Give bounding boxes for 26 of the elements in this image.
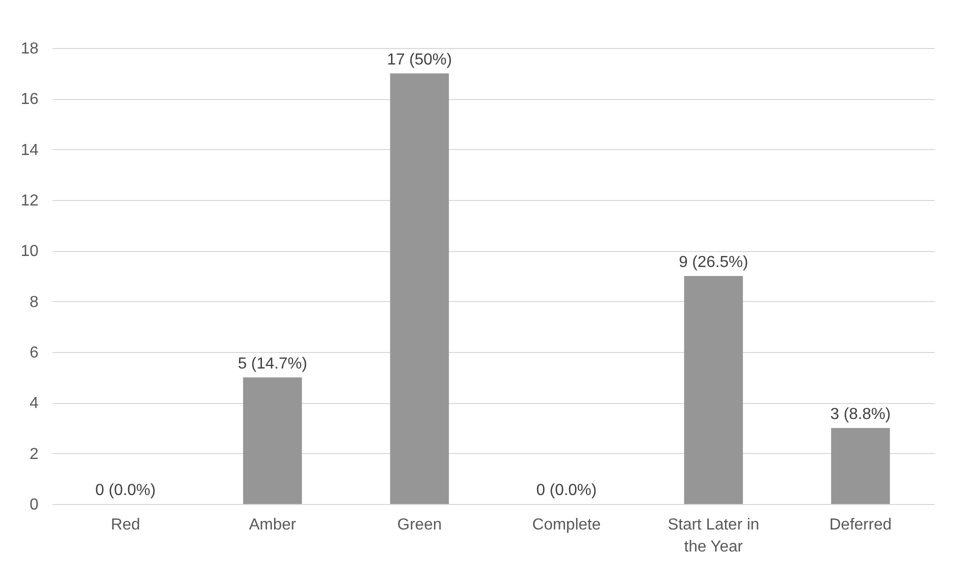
y-tick-label: 4	[30, 395, 39, 412]
bar	[390, 73, 449, 504]
y-tick-label: 18	[20, 40, 39, 58]
bar	[684, 276, 743, 504]
data-label: 0 (0.0%)	[95, 482, 156, 499]
y-tick-label: 10	[20, 243, 39, 260]
x-tick-label: Start Later in the Year	[668, 516, 760, 556]
bar	[243, 377, 302, 504]
data-label: 17 (50%)	[387, 51, 452, 68]
y-tick-label: 6	[30, 344, 39, 362]
y-tick-label: 8	[30, 294, 39, 311]
y-tick-label: 14	[20, 142, 39, 159]
data-label: 9 (26.5%)	[678, 254, 748, 271]
y-tick-label: 16	[20, 91, 39, 108]
x-tick-label: Red	[110, 516, 140, 534]
data-label: 0 (0.0%)	[536, 482, 597, 499]
bar	[831, 428, 890, 504]
x-tick-label: Amber	[248, 516, 297, 534]
y-tick-label: 12	[20, 192, 39, 210]
y-tick-label: 0	[30, 496, 39, 514]
x-tick-label: Deferred	[829, 516, 892, 534]
data-label: 5 (14.7%)	[238, 355, 308, 372]
data-label: 3 (8.8%)	[830, 406, 891, 423]
x-tick-label: Complete	[532, 516, 601, 534]
y-tick-label: 2	[30, 446, 39, 463]
x-tick-label: Green	[397, 516, 442, 534]
